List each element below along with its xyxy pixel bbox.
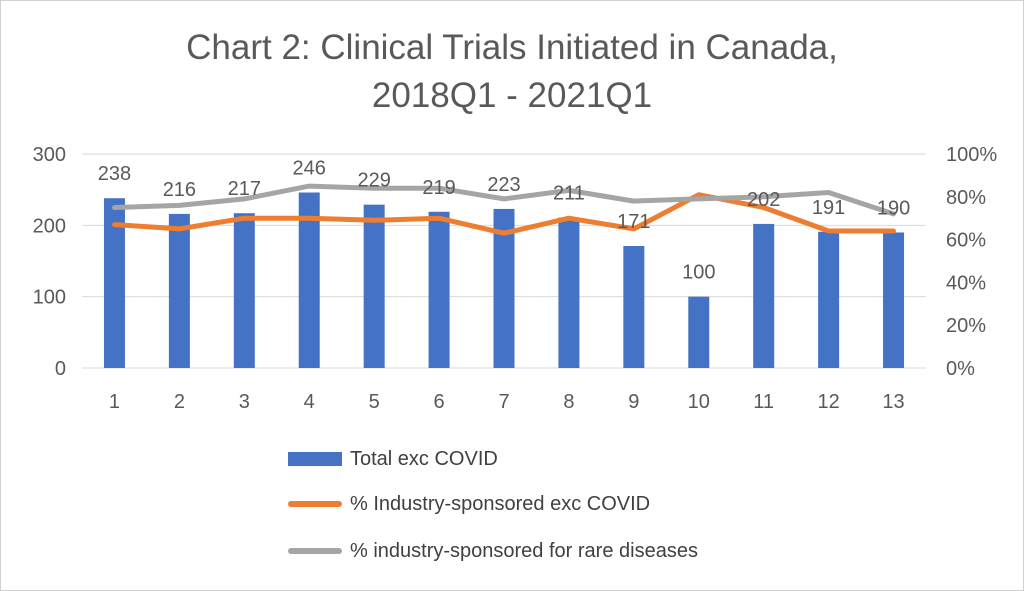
bar — [688, 296, 710, 368]
x-tick-label: 9 — [628, 391, 639, 413]
x-tick-label: 1 — [109, 391, 120, 413]
y-left-tick-label: 200 — [33, 215, 66, 237]
legend-swatch-line — [288, 548, 342, 554]
y-right-tick-label: 80% — [946, 187, 986, 209]
x-tick-label: 3 — [239, 391, 250, 413]
bar-data-label: 191 — [812, 197, 845, 219]
bar — [233, 213, 255, 368]
bar-data-label: 246 — [293, 158, 326, 180]
bar-data-label: 216 — [163, 179, 196, 201]
bar — [818, 231, 840, 368]
line-rare-diseases — [112, 183, 896, 217]
bar-data-label: 190 — [877, 197, 910, 219]
legend-label: Total exc COVID — [350, 447, 498, 470]
legend-rare-diseases: % industry-sponsored for rare diseases — [288, 539, 698, 563]
chart-title-line-1: Chart 2: Clinical Trials Initiated in Ca… — [186, 28, 838, 67]
y-right-tick-label: 100% — [946, 144, 997, 166]
x-tick-label: 11 — [753, 391, 774, 413]
y-right-tick-label: 60% — [946, 230, 986, 252]
bar — [103, 198, 125, 368]
bar-data-label: 217 — [228, 178, 261, 200]
bar-data-label: 100 — [682, 262, 715, 284]
bar-data-label: 223 — [487, 174, 520, 196]
bar — [493, 208, 515, 368]
x-tick-label: 13 — [882, 391, 904, 413]
legend-label: % industry-sponsored for rare diseases — [350, 539, 698, 562]
y-left-tick-label: 0 — [55, 358, 66, 380]
x-tick-label: 7 — [498, 391, 509, 413]
bar — [428, 211, 450, 368]
x-tick-label: 4 — [304, 391, 315, 413]
x-tick-label: 2 — [174, 391, 185, 413]
x-tick-label: 8 — [563, 391, 574, 413]
x-tick-label: 5 — [369, 391, 380, 413]
bar — [883, 232, 905, 368]
y-right-tick-label: 40% — [946, 272, 986, 294]
legend-swatch-line — [288, 501, 342, 507]
bar-data-label: 202 — [747, 189, 780, 211]
line-industry-sponsored — [112, 192, 896, 236]
bar — [363, 204, 385, 368]
x-tick-label: 12 — [817, 391, 839, 413]
bar-data-label: 229 — [357, 170, 390, 192]
y-right-tick-label: 20% — [946, 315, 986, 337]
bar-data-label: 211 — [553, 182, 585, 204]
bar-data-label: 219 — [422, 177, 455, 199]
x-tick-label: 10 — [688, 391, 710, 413]
chart-title-line-2: 2018Q1 - 2021Q1 — [371, 76, 653, 115]
bar — [558, 217, 580, 368]
legend-label: % Industry-sponsored exc COVID — [350, 492, 651, 515]
bar — [298, 192, 320, 368]
x-tick-label: 6 — [434, 391, 445, 413]
y-right-tick-label: 0% — [946, 358, 975, 380]
bar — [623, 246, 645, 368]
legend-total-exc-covid: Total exc COVID — [288, 447, 498, 471]
bar-data-label: 238 — [98, 163, 131, 185]
y-left-tick-label: 300 — [33, 144, 66, 166]
legend-industry-sponsored: % Industry-sponsored exc COVID — [288, 492, 650, 516]
bar-data-label: 171 — [617, 211, 650, 233]
bar — [168, 213, 190, 368]
bar — [753, 223, 775, 368]
y-left-tick-label: 100 — [33, 287, 66, 309]
legend-swatch-bar — [288, 452, 342, 466]
